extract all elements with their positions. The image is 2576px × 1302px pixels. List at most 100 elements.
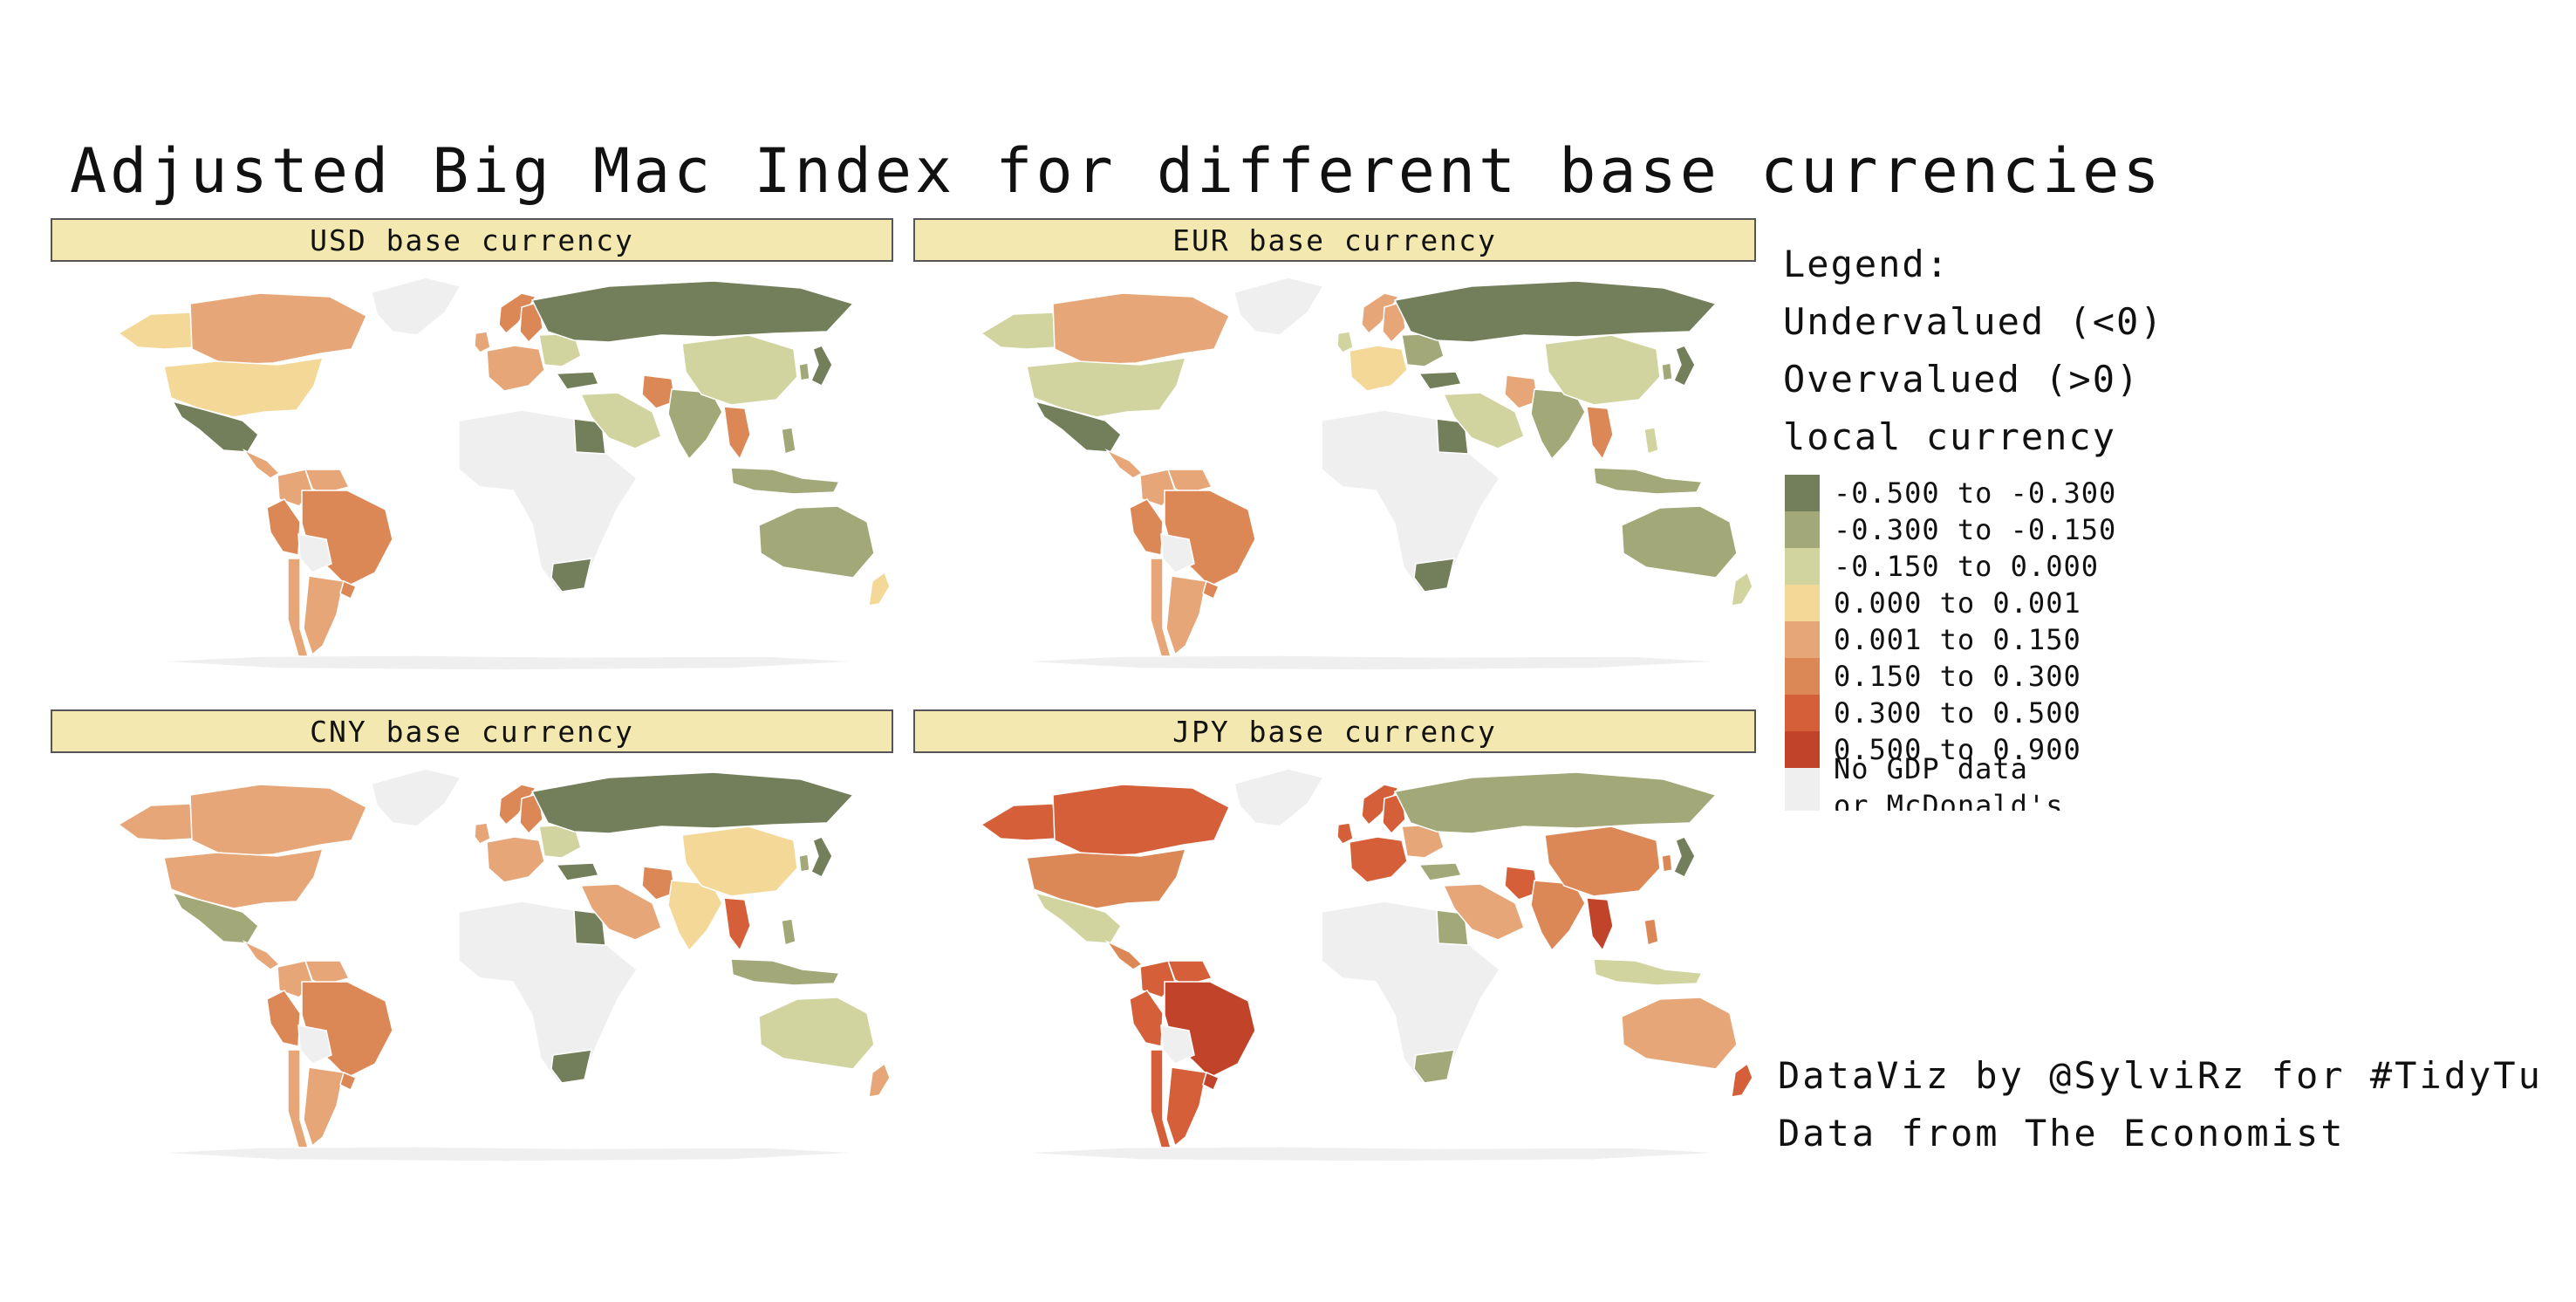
map-panel-eur: EUR base currency: [913, 218, 1759, 707]
country-pakistan: [1504, 374, 1539, 409]
country-india: [1530, 388, 1586, 461]
country-greenland: [371, 768, 462, 827]
country-japan: [1673, 345, 1696, 387]
country-egypt: [1436, 418, 1469, 455]
country-se-asia-main: [723, 406, 751, 461]
panel-strip-label: USD base currency: [51, 218, 893, 262]
country-middle-east: [1442, 392, 1525, 449]
country-se-asia-main: [1586, 406, 1614, 461]
legend-label-no-data: No GDP data or McDonald's: [1834, 752, 2064, 811]
country-canada: [189, 784, 367, 857]
country-peru: [1129, 498, 1164, 556]
country-turkey: [555, 371, 600, 390]
legend-swatch: [1785, 621, 1820, 658]
country-australia: [1621, 505, 1738, 579]
country-india: [667, 388, 723, 461]
country-argentina: [303, 575, 345, 656]
country-indonesia: [730, 467, 841, 495]
country-turkey: [1418, 371, 1463, 390]
legend-label: -0.150 to 0.000: [1834, 550, 2099, 583]
country-norway: [498, 784, 537, 826]
country-uk: [1336, 822, 1354, 845]
country-chile: [1150, 1049, 1172, 1148]
legend-item: -0.500 to -0.300: [1785, 475, 2221, 511]
country-bolivia: [297, 533, 332, 573]
country-antarctica: [1017, 654, 1725, 671]
world-map: [980, 277, 1753, 671]
country-chile: [287, 1049, 309, 1148]
legend-item: -0.300 to -0.150: [1785, 511, 2221, 548]
country-south-africa: [1413, 558, 1455, 593]
country-australia: [758, 505, 875, 579]
country-middle-east: [579, 883, 662, 941]
country-western-europe: [486, 345, 545, 392]
legend-subtitle: local currency: [1783, 415, 2117, 458]
country-russia: [1393, 280, 1718, 343]
legend-swatch: [1785, 695, 1820, 731]
country-new-zealand: [1731, 1062, 1753, 1098]
country-new-zealand: [1731, 571, 1753, 606]
country-usa: [163, 848, 325, 909]
country-egypt: [573, 909, 606, 946]
country-argentina: [1165, 1066, 1207, 1148]
country-uk: [474, 331, 491, 353]
credit-source: Data from The Economist: [1778, 1112, 2346, 1155]
world-map: [117, 768, 891, 1162]
chart-title: Adjusted Big Mac Index for different bas…: [70, 135, 2163, 207]
legend-overvalued-note: Overvalued (>0): [1783, 358, 2141, 401]
country-turkey: [555, 862, 600, 881]
legend-item: 0.150 to 0.300: [1785, 658, 2221, 695]
country-antarctica: [154, 654, 863, 671]
country-canada: [1052, 784, 1230, 857]
country-antarctica: [154, 1146, 863, 1162]
country-pakistan: [641, 374, 676, 409]
credit-author: DataViz by @SylviRz for #TidyTu: [1778, 1054, 2543, 1097]
country-greenland: [1233, 277, 1325, 336]
country-india: [667, 880, 723, 952]
country-uruguay: [1202, 579, 1220, 600]
legend-undervalued-note: Undervalued (<0): [1783, 300, 2164, 343]
legend-item-no-data: [1785, 768, 2221, 811]
country-canada: [189, 292, 367, 366]
country-middle-east: [579, 392, 662, 449]
country-alaska: [117, 803, 195, 841]
country-australia: [758, 997, 875, 1070]
country-korea: [1661, 853, 1673, 873]
country-australia: [1621, 997, 1738, 1070]
country-usa: [1026, 357, 1187, 418]
country-south-africa: [550, 1049, 592, 1084]
country-western-europe: [1349, 836, 1408, 883]
country-peru: [1129, 990, 1164, 1047]
legend-label: 0.000 to 0.001: [1834, 586, 2081, 620]
legend-swatch: [1785, 658, 1820, 695]
legend-heading: Legend:: [1783, 243, 1951, 285]
legend-label: 0.001 to 0.150: [1834, 623, 2081, 656]
legend-item: 0.300 to 0.500: [1785, 695, 2221, 731]
country-se-asia-main: [723, 897, 751, 952]
legend-item: 0.001 to 0.150: [1785, 621, 2221, 658]
country-south-africa: [550, 558, 592, 593]
panel-strip-label: JPY base currency: [913, 709, 1756, 753]
country-central-america: [242, 449, 281, 479]
country-peru: [266, 498, 301, 556]
country-peru: [266, 990, 301, 1047]
country-korea: [798, 362, 810, 381]
country-usa: [1026, 848, 1187, 909]
map-panel-usd: USD base currency: [51, 218, 897, 707]
country-korea: [798, 853, 810, 873]
country-china: [1544, 334, 1661, 406]
country-norway: [498, 292, 537, 335]
country-uruguay: [339, 1071, 357, 1092]
world-map: [117, 277, 891, 671]
country-uk: [474, 822, 491, 845]
legend-label: 0.300 to 0.500: [1834, 696, 2081, 730]
country-uruguay: [1202, 1071, 1220, 1092]
legend-swatch: [1785, 475, 1820, 511]
country-canada: [1052, 292, 1230, 366]
legend-label: -0.300 to -0.150: [1834, 513, 2117, 546]
country-norway: [1361, 292, 1400, 335]
country-alaska: [980, 803, 1058, 841]
legend-swatch: [1785, 768, 1820, 811]
legend-item: 0.000 to 0.001: [1785, 585, 2221, 621]
legend-swatch: [1785, 731, 1820, 768]
